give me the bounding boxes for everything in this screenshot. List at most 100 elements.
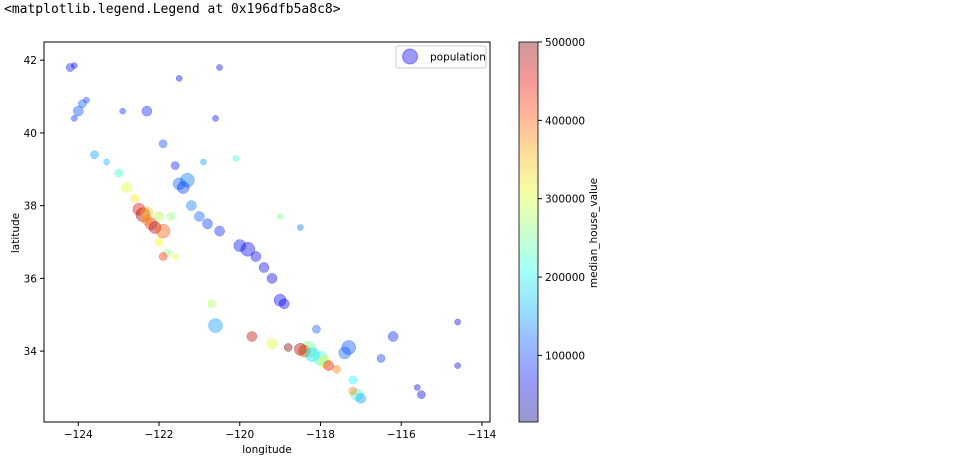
data-point bbox=[318, 355, 331, 369]
data-point bbox=[103, 158, 110, 166]
data-point bbox=[250, 251, 262, 262]
y-tick-label: 34 bbox=[24, 346, 38, 358]
x-tick-label: −114 bbox=[468, 429, 497, 441]
data-point bbox=[148, 221, 162, 234]
colorbar-label: median_house_value bbox=[588, 178, 600, 288]
data-point bbox=[376, 354, 386, 363]
data-point bbox=[171, 253, 179, 260]
y-tick-label: 36 bbox=[24, 273, 38, 285]
data-point bbox=[417, 390, 426, 399]
data-point bbox=[153, 211, 165, 222]
data-point bbox=[83, 96, 90, 104]
data-point bbox=[158, 139, 168, 149]
data-point bbox=[166, 212, 176, 221]
data-point bbox=[208, 318, 223, 333]
data-point bbox=[332, 365, 341, 374]
data-point bbox=[278, 298, 290, 310]
legend-marker bbox=[402, 48, 418, 65]
colorbar-frame bbox=[518, 41, 539, 423]
data-point bbox=[119, 107, 126, 115]
data-point bbox=[65, 63, 75, 72]
data-point bbox=[273, 293, 287, 307]
colorbar-tick-label: 400000 bbox=[545, 115, 585, 127]
data-point bbox=[144, 217, 158, 231]
data-point bbox=[338, 346, 351, 360]
colorbar-tick-label: 500000 bbox=[545, 37, 585, 49]
data-point bbox=[414, 384, 421, 391]
data-point bbox=[232, 155, 239, 162]
data-point bbox=[348, 375, 358, 385]
data-point bbox=[294, 343, 307, 356]
legend-label: population bbox=[430, 52, 486, 64]
data-point bbox=[154, 237, 164, 247]
y-tick-label: 42 bbox=[24, 55, 37, 67]
x-tick-label: −116 bbox=[387, 429, 416, 441]
data-point bbox=[73, 105, 84, 117]
data-point bbox=[240, 242, 256, 257]
y-axis-ticks: 34 36 38 40 42 bbox=[24, 55, 44, 358]
data-point bbox=[114, 168, 123, 178]
colorbar-tick-label: 200000 bbox=[545, 272, 585, 284]
data-point bbox=[175, 75, 183, 82]
output-text: <matplotlib.legend.Legend at 0x196dfb5a8… bbox=[4, 2, 341, 17]
data-point bbox=[266, 273, 278, 284]
data-point bbox=[207, 299, 216, 309]
y-tick-label: 40 bbox=[24, 128, 37, 140]
data-point bbox=[233, 239, 247, 252]
data-point bbox=[141, 105, 153, 117]
plot-frame bbox=[43, 41, 491, 423]
data-point bbox=[214, 225, 225, 237]
data-point bbox=[158, 252, 168, 261]
data-point bbox=[71, 115, 78, 122]
data-point bbox=[71, 62, 78, 69]
y-axis-label: latitude bbox=[10, 213, 22, 253]
data-point bbox=[170, 161, 180, 170]
data-point bbox=[348, 386, 358, 396]
data-point bbox=[283, 343, 293, 352]
data-point bbox=[387, 331, 399, 342]
x-axis-label: longitude bbox=[242, 444, 291, 456]
data-point bbox=[323, 360, 334, 371]
plot-area bbox=[44, 42, 490, 422]
x-axis-ticks: −124 −122 −120 −118 −116 −114 bbox=[64, 422, 497, 441]
data-point bbox=[258, 262, 270, 273]
data-point bbox=[132, 203, 146, 216]
data-point bbox=[313, 351, 328, 366]
data-point bbox=[135, 207, 151, 222]
colorbar: 100000 200000 300000 400000 500000 median_ho… bbox=[518, 37, 600, 423]
data-point bbox=[90, 150, 99, 159]
colorbar-ticks: 100000 200000 300000 400000 500000 bbox=[538, 37, 585, 362]
data-point bbox=[155, 223, 171, 239]
data-point bbox=[186, 200, 197, 211]
data-point bbox=[202, 218, 213, 230]
data-point bbox=[312, 325, 321, 334]
data-point bbox=[246, 331, 258, 342]
data-point bbox=[121, 182, 132, 193]
x-tick-label: −122 bbox=[145, 429, 174, 441]
data-point bbox=[212, 115, 219, 122]
x-tick-label: −118 bbox=[306, 429, 335, 441]
data-point bbox=[172, 177, 186, 191]
colorbar-gradient bbox=[519, 42, 538, 422]
data-point bbox=[454, 318, 461, 326]
legend: population bbox=[395, 45, 487, 69]
data-point bbox=[276, 213, 284, 220]
y-tick-label: 38 bbox=[24, 201, 37, 213]
data-point bbox=[355, 393, 367, 404]
x-tick-label: −120 bbox=[225, 429, 254, 441]
data-point bbox=[130, 194, 140, 203]
x-tick-label: −124 bbox=[64, 429, 93, 441]
data-point bbox=[200, 158, 207, 166]
data-point bbox=[180, 172, 195, 188]
scatter-points bbox=[65, 62, 461, 404]
data-point bbox=[266, 338, 278, 350]
colorbar-tick-label: 300000 bbox=[545, 194, 585, 206]
data-point bbox=[176, 181, 190, 194]
data-point bbox=[305, 347, 320, 362]
data-point bbox=[141, 214, 153, 226]
data-point bbox=[297, 224, 304, 231]
data-point bbox=[216, 64, 223, 71]
legend-box bbox=[395, 45, 487, 69]
colorbar-tick-label: 100000 bbox=[545, 350, 585, 362]
